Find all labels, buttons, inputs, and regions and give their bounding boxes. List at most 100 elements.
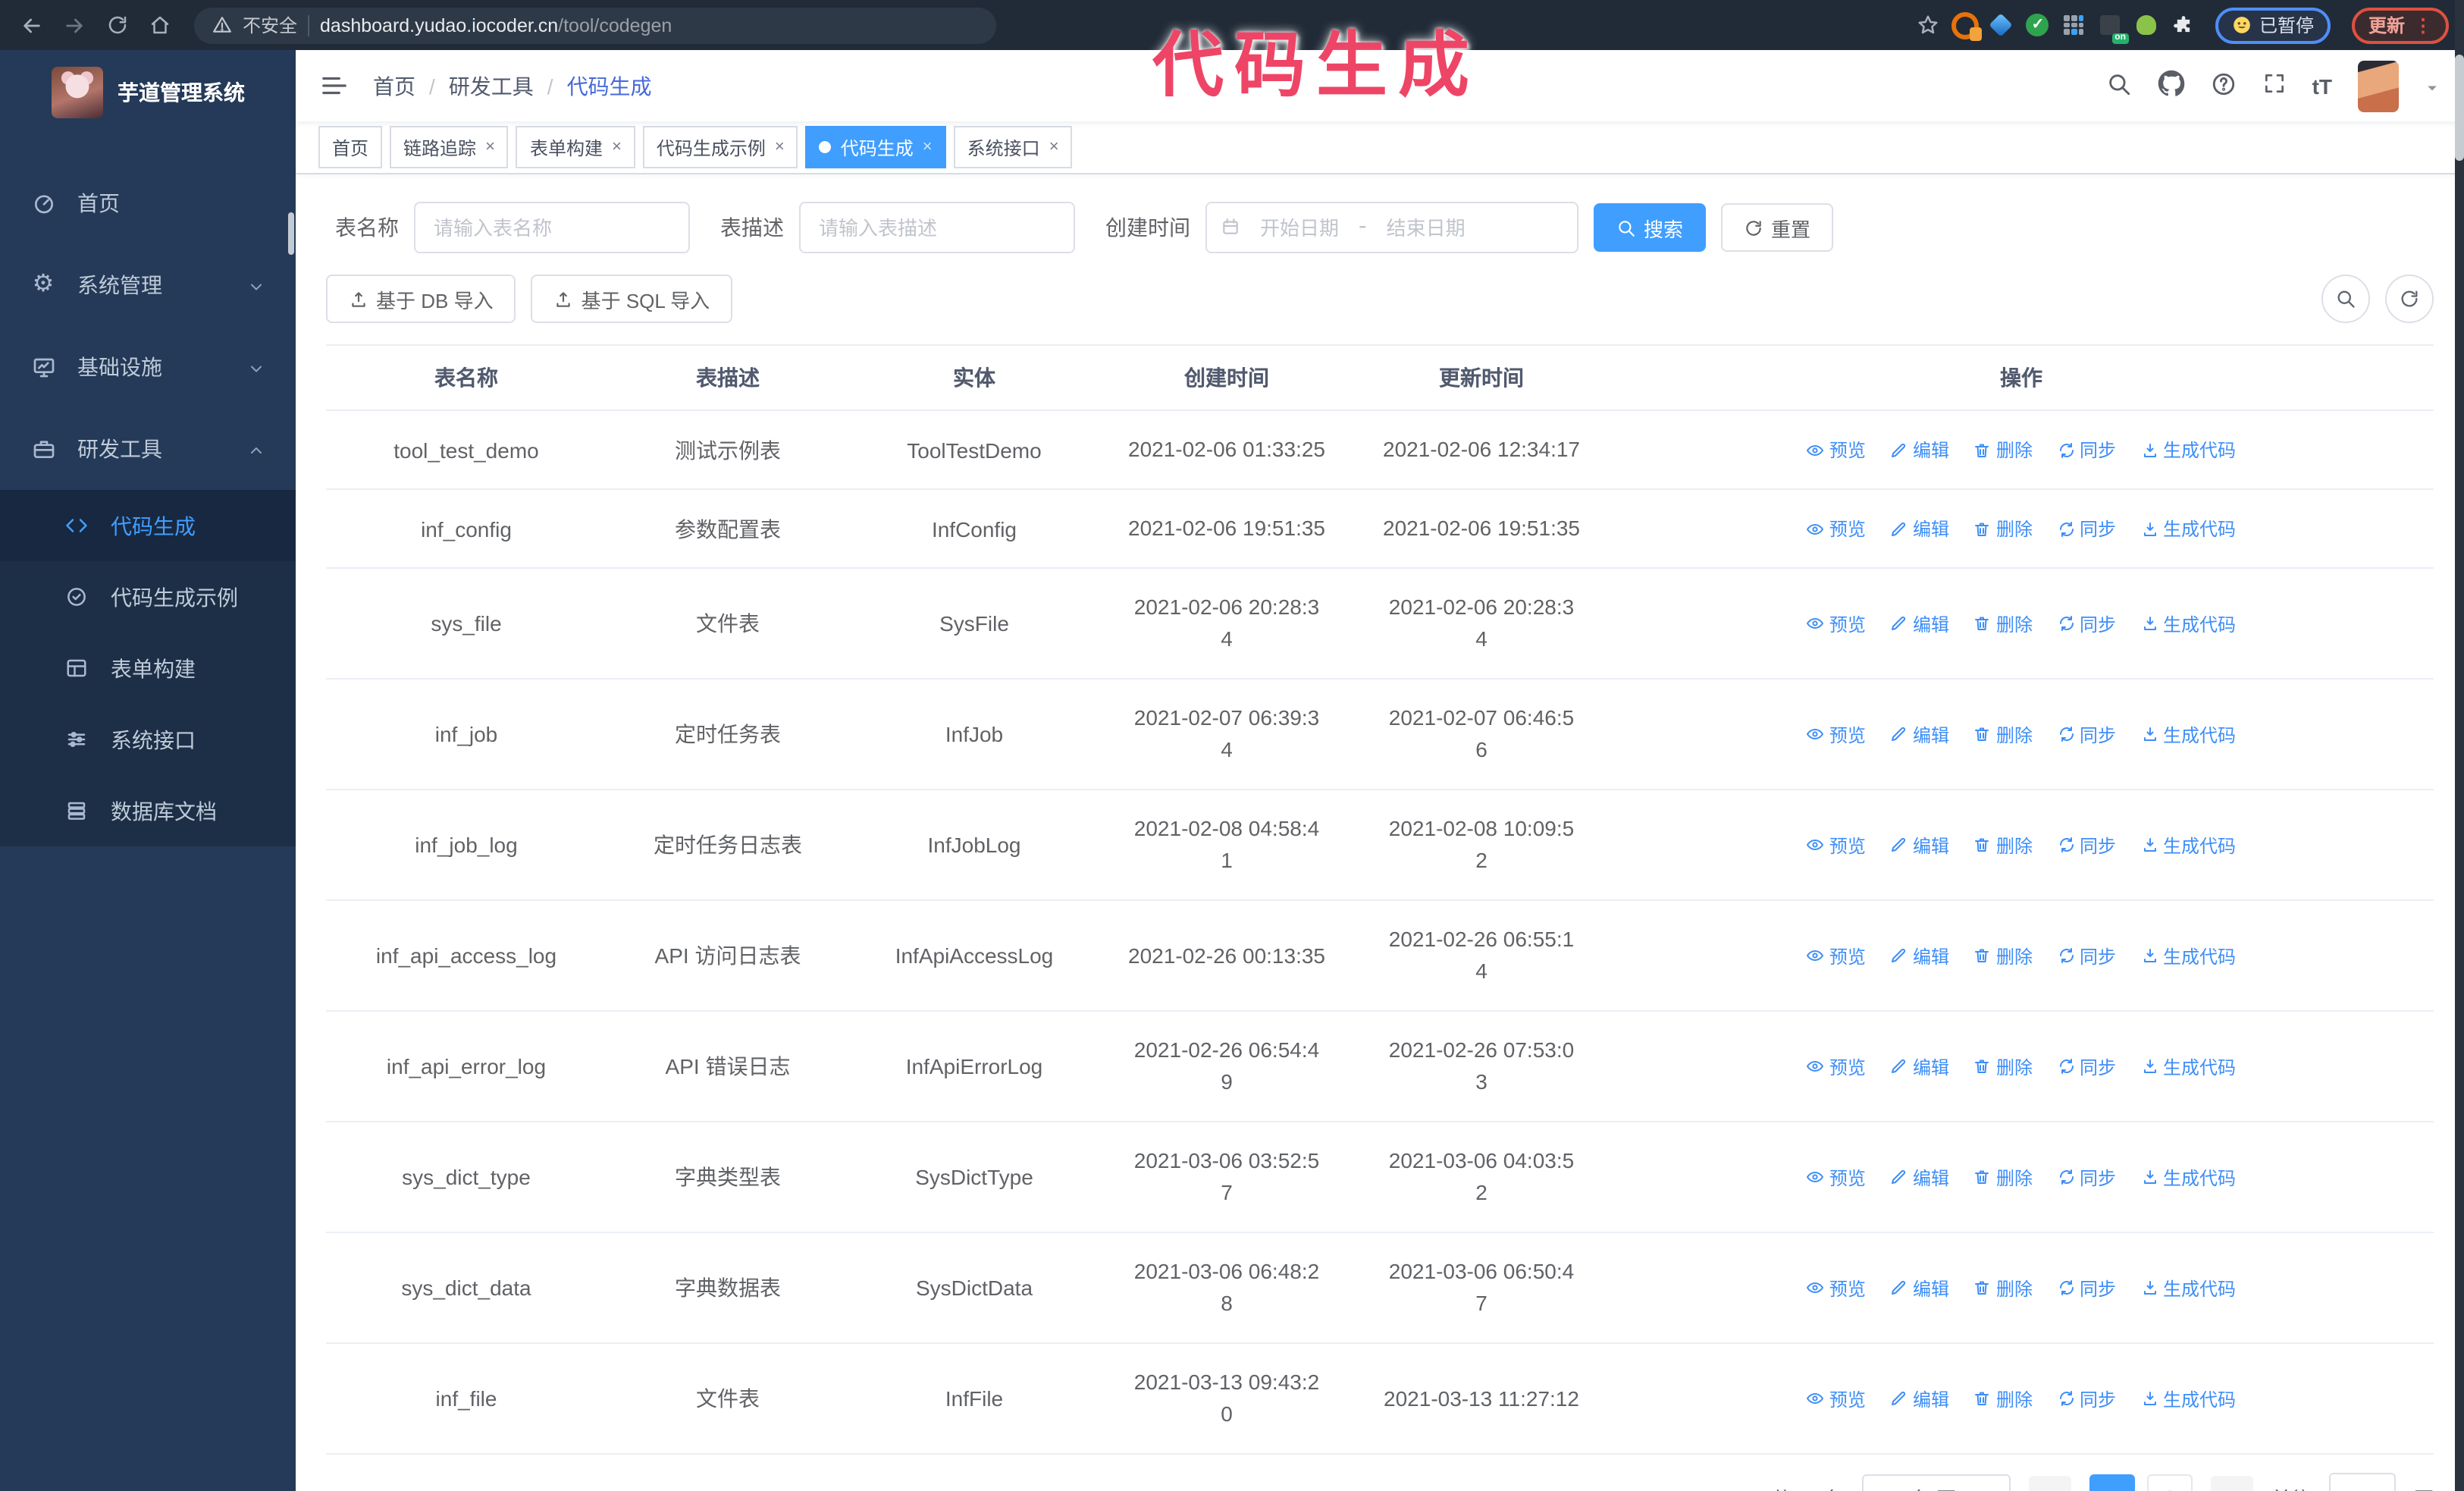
- action-delete[interactable]: 删除: [1973, 943, 2033, 969]
- font-size-icon[interactable]: tT: [2312, 74, 2332, 98]
- tab-3[interactable]: 代码生成示例 ×: [642, 126, 798, 168]
- tab-1[interactable]: 链路追踪 ×: [390, 126, 509, 168]
- action-preview[interactable]: 预览: [1807, 438, 1866, 463]
- breadcrumb-item-0[interactable]: 首页: [373, 74, 415, 98]
- action-preview[interactable]: 预览: [1807, 1386, 1866, 1412]
- action-preview[interactable]: 预览: [1807, 1165, 1866, 1191]
- action-preview[interactable]: 预览: [1807, 516, 1866, 542]
- action-preview[interactable]: 预览: [1807, 1054, 1866, 1080]
- chevron-down-icon[interactable]: [2425, 72, 2440, 99]
- sidebar-item-2[interactable]: 基础设施: [0, 326, 296, 408]
- action-generate[interactable]: 生成代码: [2140, 516, 2236, 542]
- action-edit[interactable]: 编辑: [1890, 1054, 1949, 1080]
- header-search-icon[interactable]: [2106, 71, 2132, 101]
- fullscreen-icon[interactable]: [2262, 71, 2287, 100]
- action-edit[interactable]: 编辑: [1890, 611, 1949, 637]
- back-icon[interactable]: [15, 8, 49, 42]
- help-icon[interactable]: [2211, 71, 2237, 101]
- app-logo[interactable]: 芋道管理系统: [0, 50, 296, 135]
- green-person-extension-icon[interactable]: [2133, 11, 2161, 39]
- action-generate[interactable]: 生成代码: [2140, 611, 2236, 637]
- dark-on-extension-icon[interactable]: on: [2097, 11, 2129, 43]
- action-preview[interactable]: 预览: [1807, 722, 1866, 748]
- action-generate[interactable]: 生成代码: [2140, 1054, 2236, 1080]
- action-edit[interactable]: 编辑: [1890, 1165, 1949, 1191]
- action-generate[interactable]: 生成代码: [2140, 833, 2236, 859]
- close-icon[interactable]: ×: [611, 138, 622, 156]
- action-sync[interactable]: 同步: [2057, 438, 2116, 463]
- avatar[interactable]: [2358, 60, 2399, 111]
- action-edit[interactable]: 编辑: [1890, 438, 1949, 463]
- update-menu-icon[interactable]: ⋮: [2414, 14, 2432, 36]
- action-sync[interactable]: 同步: [2057, 833, 2116, 859]
- action-edit[interactable]: 编辑: [1890, 833, 1949, 859]
- green-check-extension-icon[interactable]: ✓: [2024, 11, 2052, 39]
- sidebar-subitem-0[interactable]: 代码生成: [0, 490, 296, 561]
- extension-paused-pill[interactable]: 已暂停: [2215, 7, 2331, 43]
- sidebar-subitem-3[interactable]: 系统接口: [0, 704, 296, 775]
- close-icon[interactable]: ×: [922, 138, 933, 156]
- action-delete[interactable]: 删除: [1973, 516, 2033, 542]
- action-edit[interactable]: 编辑: [1890, 1386, 1949, 1412]
- window-scrollbar[interactable]: [2455, 0, 2464, 1491]
- close-icon[interactable]: ×: [1049, 138, 1059, 156]
- end-date-input[interactable]: [1375, 215, 1476, 240]
- search-button[interactable]: 搜索: [1594, 203, 1707, 252]
- sidebar-subitem-2[interactable]: 表单构建: [0, 632, 296, 704]
- tab-2[interactable]: 表单构建 ×: [516, 126, 635, 168]
- action-preview[interactable]: 预览: [1807, 943, 1866, 969]
- action-edit[interactable]: 编辑: [1890, 516, 1949, 542]
- close-icon[interactable]: ×: [485, 138, 495, 156]
- breadcrumb-item-1[interactable]: 研发工具: [448, 74, 534, 98]
- action-delete[interactable]: 删除: [1973, 1276, 2033, 1301]
- action-preview[interactable]: 预览: [1807, 1276, 1866, 1301]
- breadcrumb-item-2[interactable]: 代码生成: [566, 74, 652, 98]
- action-edit[interactable]: 编辑: [1890, 943, 1949, 969]
- action-delete[interactable]: 删除: [1973, 1386, 2033, 1412]
- blue-gem-extension-icon[interactable]: [1988, 11, 2015, 39]
- table-name-input[interactable]: [414, 202, 690, 253]
- puzzle-extension-icon[interactable]: [2170, 11, 2197, 39]
- reload-icon[interactable]: [100, 8, 133, 42]
- page-number-2[interactable]: 2: [2146, 1474, 2193, 1491]
- start-date-input[interactable]: [1249, 215, 1350, 240]
- refresh-table-button[interactable]: [2385, 275, 2434, 323]
- action-delete[interactable]: 删除: [1973, 438, 2033, 463]
- action-preview[interactable]: 预览: [1807, 611, 1866, 637]
- action-sync[interactable]: 同步: [2057, 516, 2116, 542]
- close-icon[interactable]: ×: [774, 138, 785, 156]
- sidebar-item-1[interactable]: ⚙ 系统管理: [0, 244, 296, 326]
- import-sql-button[interactable]: 基于 SQL 导入: [531, 275, 733, 323]
- action-sync[interactable]: 同步: [2057, 1276, 2116, 1301]
- action-sync[interactable]: 同步: [2057, 722, 2116, 748]
- action-generate[interactable]: 生成代码: [2140, 722, 2236, 748]
- sidebar-item-0[interactable]: 首页: [0, 162, 296, 244]
- sidebar-item-3[interactable]: 研发工具: [0, 408, 296, 490]
- action-edit[interactable]: 编辑: [1890, 1276, 1949, 1301]
- sidebar-scrollbar[interactable]: [288, 212, 294, 255]
- action-sync[interactable]: 同步: [2057, 1165, 2116, 1191]
- bookmark-star-icon[interactable]: [1915, 11, 1942, 39]
- action-generate[interactable]: 生成代码: [2140, 1165, 2236, 1191]
- browser-update-button[interactable]: 更新 ⋮: [2351, 7, 2449, 43]
- next-page-button[interactable]: [2210, 1476, 2253, 1491]
- address-bar[interactable]: 不安全 dashboard.yudao.iocoder.cn/tool/code…: [194, 7, 996, 43]
- action-preview[interactable]: 预览: [1807, 833, 1866, 859]
- action-delete[interactable]: 删除: [1973, 1054, 2033, 1080]
- grid-extension-icon[interactable]: [2061, 11, 2088, 39]
- page-size-select[interactable]: 10条/页: [1861, 1474, 2011, 1491]
- import-db-button[interactable]: 基于 DB 导入: [326, 275, 516, 323]
- sidebar-subitem-4[interactable]: 数据库文档: [0, 775, 296, 846]
- prev-page-button[interactable]: [2028, 1476, 2071, 1491]
- goto-page-input[interactable]: [2328, 1473, 2396, 1491]
- home-icon[interactable]: [143, 8, 176, 42]
- hamburger-icon[interactable]: [296, 50, 373, 121]
- orange-ring-extension-icon[interactable]: [1951, 11, 1982, 40]
- action-generate[interactable]: 生成代码: [2140, 943, 2236, 969]
- action-sync[interactable]: 同步: [2057, 611, 2116, 637]
- sidebar-subitem-1[interactable]: 代码生成示例: [0, 561, 296, 632]
- action-generate[interactable]: 生成代码: [2140, 1386, 2236, 1412]
- toggle-search-button[interactable]: [2321, 275, 2370, 323]
- action-edit[interactable]: 编辑: [1890, 722, 1949, 748]
- tab-5[interactable]: 系统接口 ×: [953, 126, 1073, 168]
